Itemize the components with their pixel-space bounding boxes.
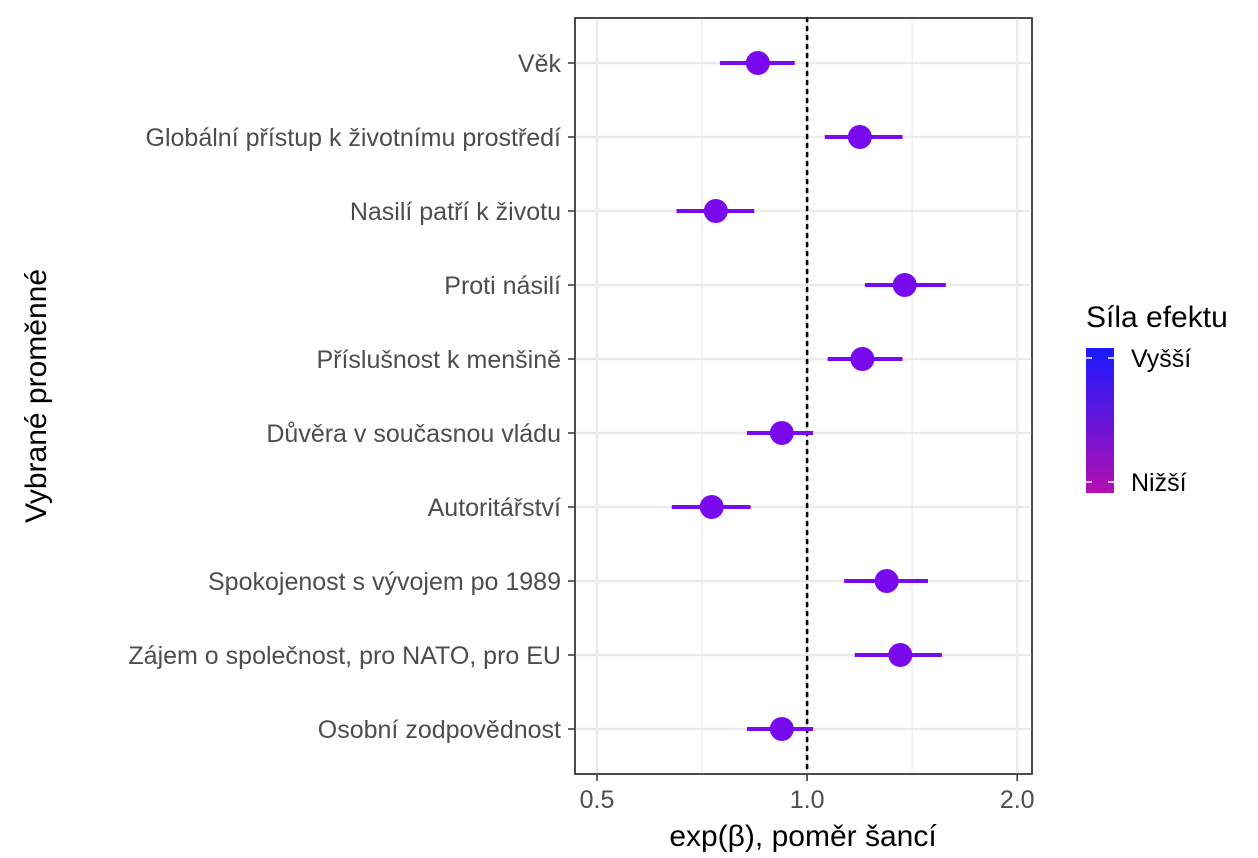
- estimate-marks: [671, 51, 946, 741]
- plot-panel-border: [574, 17, 1033, 775]
- y-axis-title: Vybrané proměnné: [20, 269, 53, 523]
- y-tick-label: Věk: [518, 50, 562, 78]
- legend-label-low: Nižší: [1131, 469, 1187, 497]
- y-tick-label: Nasilí patří k životu: [350, 198, 561, 226]
- estimate-point: [769, 717, 794, 741]
- y-tick-label: Důvěra v současnou vládu: [266, 420, 561, 448]
- x-tick-label: 0.5: [580, 786, 615, 814]
- x-tick-label: 2.0: [1000, 786, 1035, 814]
- x-axis-title: exp(β), poměr šancí: [669, 820, 937, 853]
- grid-lines: [575, 18, 1032, 774]
- x-axis: 0.5 1.0 2.0: [580, 774, 1035, 814]
- estimate-point: [892, 273, 917, 297]
- y-tick-label: Příslušnost k menšině: [316, 346, 561, 374]
- estimate-point: [847, 125, 872, 149]
- y-tick-label: Osobní zodpovědnost: [318, 716, 561, 744]
- legend-title: Síla efektu: [1086, 301, 1228, 334]
- plot-panel: [574, 17, 1033, 775]
- y-tick-label: Spokojenost s vývojem po 1989: [208, 568, 561, 596]
- estimate-point: [699, 495, 724, 519]
- estimate-point: [850, 347, 875, 371]
- estimate-point: [874, 569, 899, 593]
- estimate-point: [745, 51, 770, 75]
- estimate-point: [888, 643, 913, 667]
- y-tick-label: Proti násilí: [444, 272, 561, 300]
- y-tick-label: Autoritářství: [428, 494, 561, 522]
- y-tick-label: Globální přístup k životnímu prostředí: [146, 124, 562, 152]
- legend-label-high: Vyšší: [1131, 345, 1191, 373]
- estimate-point: [703, 199, 728, 223]
- y-tick-label: Zájem o společnost, pro NATO, pro EU: [128, 642, 561, 670]
- estimate-point: [769, 421, 794, 445]
- color-legend: Síla efektu Vyšší Nižší: [1086, 301, 1228, 497]
- x-tick-label: 1.0: [790, 786, 825, 814]
- legend-colorbar: [1086, 348, 1114, 493]
- y-axis: Věk Globální přístup k životnímu prostřed…: [128, 50, 575, 744]
